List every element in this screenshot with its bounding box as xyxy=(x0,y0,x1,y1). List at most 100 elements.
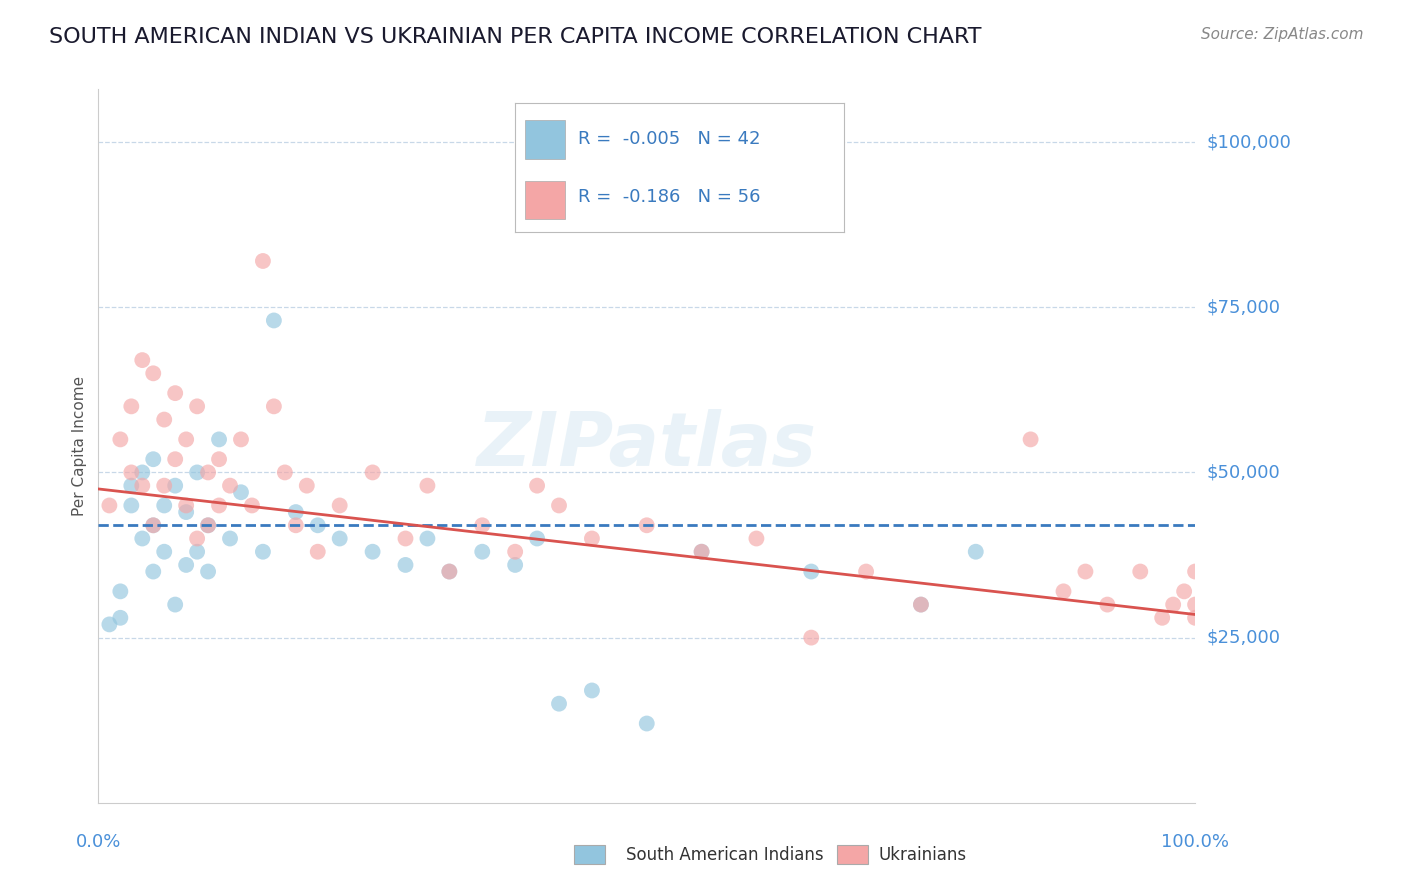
Point xyxy=(910,598,932,612)
Point xyxy=(208,499,231,513)
Point xyxy=(307,518,329,533)
Point xyxy=(1019,433,1042,447)
Point xyxy=(174,505,197,519)
Point xyxy=(548,697,571,711)
Point xyxy=(131,466,153,480)
Point xyxy=(329,532,352,546)
Point xyxy=(174,558,197,572)
Point xyxy=(800,631,823,645)
Point xyxy=(394,558,416,572)
Point xyxy=(98,617,121,632)
Point xyxy=(690,545,713,559)
Point xyxy=(208,452,231,467)
Point xyxy=(526,532,548,546)
Point xyxy=(855,565,877,579)
Point xyxy=(174,499,197,513)
Point xyxy=(197,565,219,579)
Point xyxy=(120,478,142,492)
Point xyxy=(142,565,165,579)
Text: 0.0%: 0.0% xyxy=(76,833,121,851)
Text: Ukrainians: Ukrainians xyxy=(879,846,967,863)
Point xyxy=(153,499,176,513)
Point xyxy=(131,353,153,368)
Point xyxy=(208,433,231,447)
Point xyxy=(1152,611,1174,625)
Text: South American Indians: South American Indians xyxy=(626,846,824,863)
Point xyxy=(240,499,263,513)
Point xyxy=(503,545,526,559)
Point xyxy=(910,598,932,612)
Point xyxy=(295,478,318,492)
Point xyxy=(307,545,329,559)
Point xyxy=(471,545,494,559)
Point xyxy=(1097,598,1119,612)
Point xyxy=(153,545,176,559)
Point xyxy=(252,545,274,559)
Point xyxy=(110,611,132,625)
Point xyxy=(142,518,165,533)
Point xyxy=(120,400,142,414)
Point xyxy=(361,466,384,480)
Point xyxy=(110,433,132,447)
Point xyxy=(186,400,208,414)
Point xyxy=(581,532,603,546)
Text: $75,000: $75,000 xyxy=(1206,298,1281,317)
Point xyxy=(416,478,439,492)
Text: $100,000: $100,000 xyxy=(1206,133,1291,151)
Point xyxy=(329,499,352,513)
Point xyxy=(120,466,142,480)
Point xyxy=(142,452,165,467)
Point xyxy=(284,505,307,519)
Point xyxy=(1184,565,1206,579)
Point xyxy=(174,433,197,447)
Point xyxy=(439,565,461,579)
Point xyxy=(274,466,297,480)
Point xyxy=(1173,584,1195,599)
Point xyxy=(800,565,823,579)
Point xyxy=(581,683,603,698)
Point xyxy=(131,478,153,492)
Point xyxy=(394,532,416,546)
Point xyxy=(229,485,252,500)
Point xyxy=(110,584,132,599)
Point xyxy=(1184,611,1206,625)
Point xyxy=(142,367,165,381)
Point xyxy=(1052,584,1074,599)
Text: 100.0%: 100.0% xyxy=(1161,833,1229,851)
Point xyxy=(131,532,153,546)
Point xyxy=(503,558,526,572)
Point xyxy=(153,478,176,492)
Point xyxy=(263,313,285,327)
Y-axis label: Per Capita Income: Per Capita Income xyxy=(72,376,87,516)
Point xyxy=(1184,598,1206,612)
Point xyxy=(548,499,571,513)
Point xyxy=(197,518,219,533)
Point xyxy=(165,598,187,612)
Point xyxy=(416,532,439,546)
Point xyxy=(165,478,187,492)
Text: $25,000: $25,000 xyxy=(1206,629,1281,647)
Text: ZIPatlas: ZIPatlas xyxy=(477,409,817,483)
Point xyxy=(439,565,461,579)
Point xyxy=(165,452,187,467)
Point xyxy=(1161,598,1184,612)
Point xyxy=(263,400,285,414)
Point xyxy=(142,518,165,533)
Point xyxy=(1129,565,1152,579)
Point xyxy=(186,545,208,559)
Point xyxy=(284,518,307,533)
Point xyxy=(219,532,242,546)
Point xyxy=(965,545,987,559)
Point xyxy=(636,716,658,731)
Point xyxy=(153,412,176,426)
Point xyxy=(197,466,219,480)
Point xyxy=(197,518,219,533)
Text: Source: ZipAtlas.com: Source: ZipAtlas.com xyxy=(1201,27,1364,42)
Point xyxy=(361,545,384,559)
Point xyxy=(186,532,208,546)
Point xyxy=(526,478,548,492)
Point xyxy=(636,518,658,533)
Text: SOUTH AMERICAN INDIAN VS UKRAINIAN PER CAPITA INCOME CORRELATION CHART: SOUTH AMERICAN INDIAN VS UKRAINIAN PER C… xyxy=(49,27,981,46)
Point xyxy=(186,466,208,480)
Point xyxy=(165,386,187,401)
